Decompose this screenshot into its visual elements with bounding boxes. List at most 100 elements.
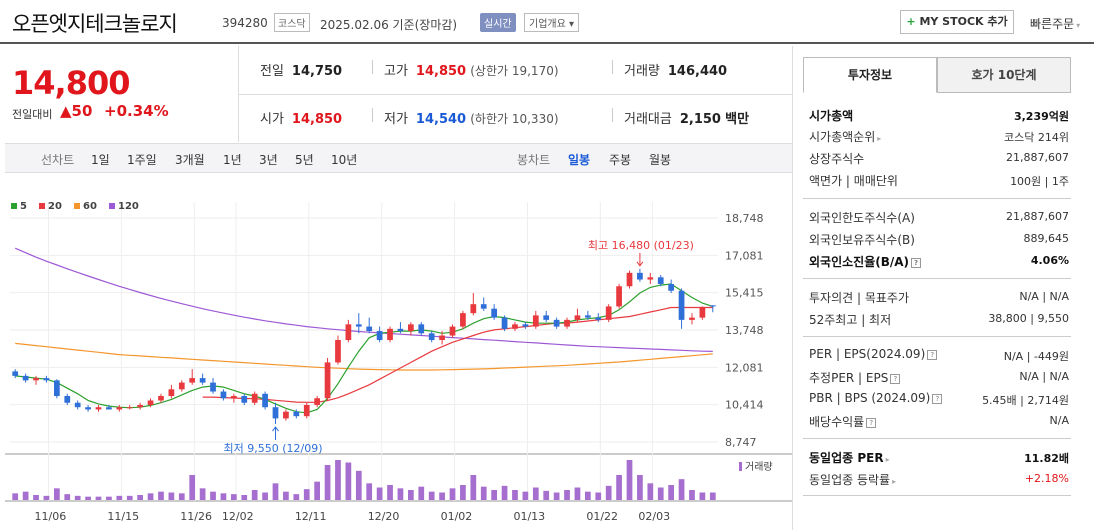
volume-bar (491, 490, 498, 500)
info-foreign-hold: 외국인보유주식수(B) 889,645 (809, 229, 1069, 249)
help-icon[interactable]: ? (866, 417, 877, 428)
volume-bar (449, 488, 456, 500)
volume-bar (543, 490, 550, 500)
market-badge: 코스닥 (274, 13, 310, 32)
info-market-cap-rank[interactable]: 시가총액순위 ▸ 코스닥 214위 (809, 126, 1069, 146)
help-icon[interactable]: ? (932, 393, 943, 404)
price-summary: 14,800 전일대비 ▲50 +0.34% 전일 14,750 고가 14,850… (0, 46, 792, 142)
volume-bar (303, 489, 310, 500)
candle-body (574, 315, 581, 320)
help-icon[interactable]: ? (890, 373, 901, 384)
volume-bar (428, 491, 435, 500)
add-mystock-label: MY STOCK 추가 (919, 15, 1008, 28)
volume-bar (501, 485, 508, 500)
stock-candle-chart[interactable]: 18,748 17,081 15,415 13,748 12,081 10,414 8,74… (5, 178, 792, 530)
low-price: 저가 14,540 (하한가 10,330) (384, 108, 559, 127)
info-label: 동일업종 등락률 ▸ (809, 471, 896, 488)
candle-body (543, 315, 550, 320)
volume-bar (53, 488, 60, 500)
info-label: 외국인한도주식수(A) (809, 211, 915, 225)
legend-swatch (39, 203, 45, 209)
stock-name: 오픈엣지테크놀로지 (12, 12, 178, 36)
period-1d[interactable]: 1일 (91, 153, 110, 167)
x-tick-label: 12/11 (295, 510, 327, 523)
divider (612, 108, 613, 122)
upper-limit: (상한가 19,170) (470, 64, 559, 78)
volume-bar (512, 490, 518, 500)
add-mystock-button[interactable]: + MY STOCK 추가 (900, 10, 1014, 34)
volume-label: 거래량 (624, 64, 660, 79)
volume-bar (335, 460, 341, 500)
help-icon[interactable]: ? (911, 257, 922, 268)
realtime-button[interactable]: 실시간 (480, 13, 516, 32)
prev-close: 전일 14,750 (260, 60, 342, 79)
low-value: 14,540 (415, 112, 467, 127)
open-label: 시가 (260, 112, 284, 127)
ma-line-ma20 (202, 306, 713, 403)
candle-daily[interactable]: 일봉 (568, 153, 591, 167)
candle-body (251, 393, 258, 403)
open-price: 시가 14,850 (260, 108, 342, 127)
candle-body (158, 396, 164, 401)
info-sector-change[interactable]: 동일업종 등락률 ▸ +2.18% (809, 469, 1069, 489)
candle-body (657, 277, 664, 285)
low-label: 저가 (384, 112, 408, 127)
period-1w[interactable]: 1주일 (127, 153, 157, 167)
chevron-right-icon: ▸ (877, 134, 882, 143)
x-tick-label: 01/13 (513, 510, 545, 523)
quick-order-button[interactable]: 빠른주문 ▾ (1030, 15, 1080, 32)
candle-body (241, 396, 248, 403)
company-overview-dropdown[interactable]: 기업개요 ▾ (524, 13, 579, 32)
candle-body (106, 407, 112, 410)
info-value: N/A (1049, 414, 1069, 427)
period-3m[interactable]: 3개월 (175, 153, 205, 167)
x-tick-label: 11/06 (35, 510, 67, 523)
help-icon[interactable]: ? (927, 349, 938, 360)
candle-body (303, 404, 310, 417)
volume-bar (709, 492, 716, 500)
low-annotation-arrowhead (272, 426, 279, 432)
trade-amount: 거래대금 2,150 백만 (624, 108, 749, 127)
volume-bar (689, 490, 695, 500)
volume-bar (178, 493, 185, 500)
volume-bar (106, 496, 112, 500)
candle-body (168, 389, 175, 397)
info-label: PBR | BPS (2024.09)? (809, 391, 943, 405)
candle-body (355, 324, 362, 327)
prev-close-label: 전일 (260, 64, 284, 79)
ma-line-ma120 (14, 247, 713, 352)
candle-body (345, 324, 352, 341)
x-tick-label: 12/02 (222, 510, 254, 523)
candle-body (522, 324, 529, 327)
candle-body (491, 308, 498, 318)
divider (792, 46, 793, 530)
volume-bar (199, 488, 206, 500)
info-label-text: 동일업종 등락률 (809, 473, 891, 487)
volume-bar (314, 481, 321, 500)
volume-bar (189, 475, 196, 500)
volume-bar (522, 491, 529, 500)
divider (612, 60, 613, 74)
x-tick-label: 01/22 (586, 510, 618, 523)
legend-label: 5 (20, 201, 27, 212)
volume-bar (158, 491, 164, 500)
change-percent: +0.34% (104, 102, 169, 120)
candle-monthly[interactable]: 월봉 (649, 153, 672, 167)
tab-investment-info[interactable]: 투자정보 (803, 57, 937, 93)
period-5y[interactable]: 5년 (295, 153, 314, 167)
volume-bar (262, 492, 268, 500)
trade-amount-label: 거래대금 (624, 112, 672, 127)
info-sector-per[interactable]: 동일업종 PER ▸ 11.82배 (809, 447, 1069, 467)
prev-close-value: 14,750 (291, 64, 343, 79)
period-3y[interactable]: 3년 (259, 153, 278, 167)
tab-orderbook-10[interactable]: 호가 10단계 (937, 57, 1071, 93)
volume-bar (407, 490, 414, 500)
info-value: N/A | N/A (1019, 370, 1069, 383)
volume-bar (532, 487, 539, 500)
candle-body (324, 362, 331, 399)
period-10y[interactable]: 10년 (331, 153, 358, 167)
period-1y[interactable]: 1년 (223, 153, 242, 167)
candle-weekly[interactable]: 주봉 (609, 153, 632, 167)
candle-body (532, 315, 539, 327)
candle-body (335, 340, 341, 363)
